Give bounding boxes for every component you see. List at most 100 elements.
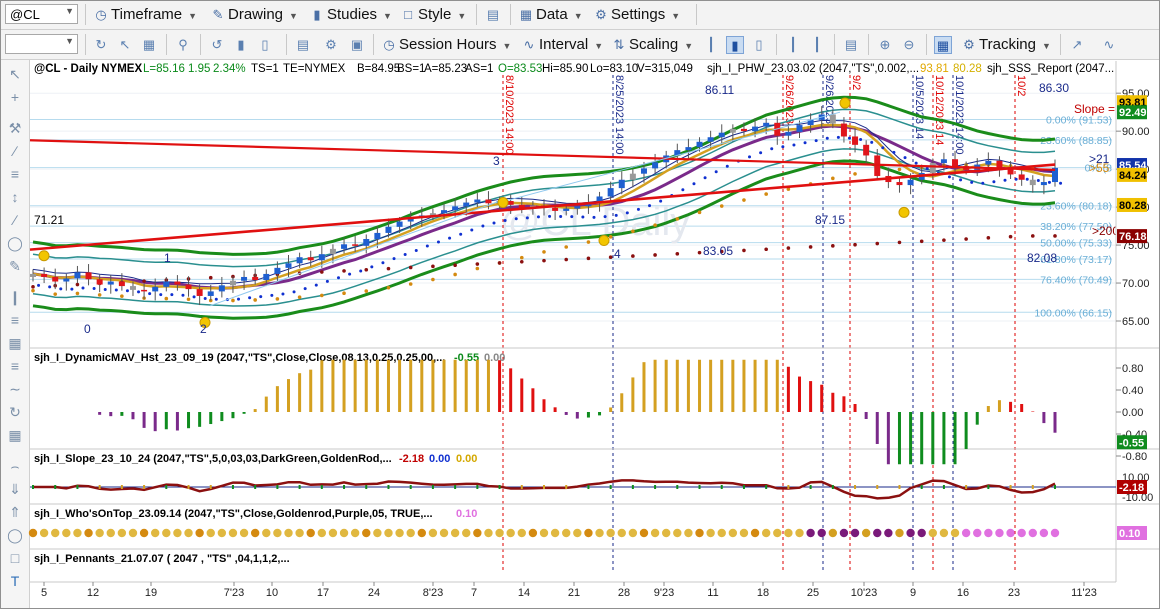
pen-icon[interactable]: ✎: [9, 258, 21, 274]
pencil-icon: ✎: [212, 7, 224, 22]
blue-dot: [836, 135, 840, 139]
arrow-down-icon[interactable]: ⇓: [9, 481, 21, 497]
cursor-icon[interactable]: ↖: [119, 37, 131, 52]
header-open: O=83.53: [498, 63, 542, 75]
candle-body: [752, 126, 759, 132]
lines-tool-icon[interactable]: ≡: [10, 358, 20, 374]
candle-body: [929, 163, 936, 173]
candle-body: [107, 281, 114, 285]
refresh-data-icon[interactable]: ↺: [211, 37, 223, 52]
menu-interval[interactable]: ∿ Interval ▼: [522, 36, 604, 53]
ohlc-icon[interactable]: ┃: [789, 37, 797, 52]
bar-chart-icon[interactable]: ▮: [237, 37, 245, 52]
who-on-top-dot: [162, 528, 171, 538]
pulse-icon[interactable]: ∿: [1103, 37, 1115, 52]
who-on-top-dot: [617, 528, 626, 538]
link-icon[interactable]: ▤: [844, 37, 858, 52]
layout-icon[interactable]: ▤: [296, 37, 310, 52]
x-tick-label: 23: [1008, 587, 1020, 599]
spiral-icon[interactable]: ↻: [9, 404, 21, 420]
hlc-icon[interactable]: ┃: [813, 37, 821, 52]
chevron-down-icon[interactable]: ▼: [65, 36, 74, 46]
text-tool-icon[interactable]: T: [10, 573, 20, 589]
menu-settings[interactable]: ⚙ Settings ▼: [594, 6, 680, 23]
candles-icon[interactable]: ▯: [261, 37, 269, 52]
maroon-dot: [542, 258, 546, 263]
link-icon[interactable]: ▤: [486, 7, 500, 22]
circle-tool-icon[interactable]: ◯: [7, 235, 23, 251]
zoom-out-icon[interactable]: ⊖: [903, 37, 915, 52]
menu-tracking[interactable]: ⚙ Tracking ▼: [962, 36, 1051, 53]
menu-drawing[interactable]: ✎ Drawing ▼: [211, 6, 298, 23]
who-on-top-dot: [506, 528, 515, 538]
menu-session-hours[interactable]: ◷ Session Hours ▼: [382, 36, 511, 53]
maroon-dot: [631, 254, 635, 258]
toolbar-separator: [1060, 34, 1061, 55]
who-on-top-dot: [417, 528, 427, 538]
wrench-icon[interactable]: ⚒: [8, 120, 22, 136]
arc-tool-icon[interactable]: ⌢: [10, 458, 20, 474]
symbol-combo[interactable]: @CL ▼: [5, 4, 78, 24]
channel-icon[interactable]: ∕: [13, 212, 17, 228]
menu-data[interactable]: ▦ Data ▼: [519, 6, 583, 23]
save-icon[interactable]: ▣: [350, 37, 364, 52]
crosshair-icon[interactable]: +: [10, 89, 20, 105]
event-lines: 8/10/2023 14:00 8/25/2023 14:00 9/26/2023 9…: [502, 75, 1027, 570]
candle-body: [852, 136, 859, 145]
pointer-icon[interactable]: ↖: [9, 66, 21, 82]
blue-dot: [925, 166, 929, 170]
who-on-top-dot: [339, 528, 349, 538]
vertical-line-icon[interactable]: ↕: [11, 189, 19, 205]
chevron-down-icon: ▼: [188, 11, 198, 21]
grid-icon[interactable]: ▦: [142, 37, 156, 52]
who-on-top-dot: [195, 528, 204, 538]
hollow-candle-icon[interactable]: ▯: [755, 37, 763, 52]
zoom-icon[interactable]: ⚲: [178, 37, 188, 52]
candle-body: [640, 168, 647, 174]
gann-icon[interactable]: ▦: [8, 335, 22, 351]
maroon-dot: [431, 264, 435, 269]
rectangle-icon[interactable]: □: [10, 550, 20, 566]
who-on-top-dot: [628, 528, 638, 538]
fib-icon[interactable]: ≡: [10, 312, 20, 328]
interval-combo[interactable]: ▼: [5, 34, 78, 54]
header-as: AS=1: [465, 63, 493, 75]
settings-icon[interactable]: ⚙: [325, 37, 337, 52]
channel-tool-icon[interactable]: ▦: [8, 427, 22, 443]
bars-tool-icon[interactable]: ❙: [9, 289, 21, 305]
orange-dot: [453, 272, 457, 277]
refresh-icon[interactable]: ↻: [95, 37, 107, 52]
chevron-down-icon: ▼: [383, 11, 392, 21]
ellipse-icon[interactable]: ◯: [7, 527, 23, 543]
menu-style-label: Style: [418, 6, 452, 23]
blue-dot: [1059, 181, 1063, 185]
candlestick-icon[interactable]: ▮: [726, 36, 744, 54]
add-chart-icon[interactable]: ↗: [1071, 37, 1083, 52]
pane-value: 0.00: [456, 453, 477, 465]
horizontal-line-icon[interactable]: ≡: [10, 166, 20, 182]
chevron-down-icon[interactable]: ▼: [65, 6, 74, 16]
trendline-icon[interactable]: ∕: [13, 143, 17, 159]
who-on-top-dot: [717, 528, 726, 538]
menu-studies[interactable]: ▮ Studies ▼: [310, 6, 392, 23]
x-tick-label: 9'23: [654, 587, 674, 599]
who-on-top-dot: [595, 528, 604, 538]
menu-scaling[interactable]: ⇅ Scaling ▼: [612, 36, 694, 53]
blue-dot: [1003, 178, 1007, 182]
orange-dot: [75, 291, 80, 296]
menu-timeframe[interactable]: ◷ Timeframe ▼: [94, 6, 197, 23]
orange-dot: [697, 210, 702, 215]
x-tick-label: 10: [266, 587, 278, 599]
candle-body: [407, 217, 414, 222]
data-window-icon[interactable]: ▦: [934, 36, 952, 54]
bar-type-icon[interactable]: ┃: [707, 37, 715, 52]
arc-icon[interactable]: ∼: [9, 381, 21, 397]
blue-dot: [725, 164, 729, 168]
menu-style[interactable]: □ Style ▼: [401, 6, 466, 23]
arrow-up-icon[interactable]: ⇑: [9, 504, 21, 520]
candle-body: [352, 244, 359, 246]
who-on-top-dot: [173, 528, 182, 538]
zoom-in-icon[interactable]: ⊕: [879, 37, 891, 52]
who-on-top-dot: [706, 528, 715, 538]
